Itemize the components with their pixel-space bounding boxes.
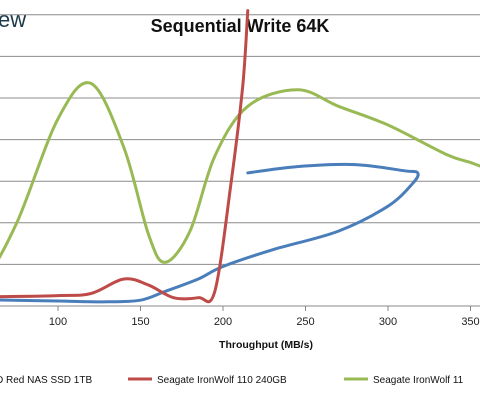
legend-entry-label: Seagate IronWolf 11 [373, 375, 464, 386]
x-tick-label: 300 [379, 316, 397, 328]
brand-logo-text: ew [0, 7, 26, 32]
x-tick-label: 150 [131, 316, 149, 328]
x-axis-ticks: 100 150 200 250 300 350 [49, 306, 480, 328]
series-line-1 [0, 162, 420, 304]
x-tick-label: 350 [461, 316, 479, 328]
x-axis-label: Throughput (MB/s) [219, 339, 313, 351]
x-tick-label: 250 [296, 316, 314, 328]
grid [0, 14, 480, 265]
series-line-2 [0, 9, 250, 304]
x-tick-label: 100 [49, 316, 67, 328]
legend: D Red NAS SSD 1TB Seagate IronWolf 110 24… [0, 375, 464, 386]
plot-area [0, 9, 480, 304]
series-line-3 [0, 81, 480, 264]
legend-entry-label: D Red NAS SSD 1TB [0, 375, 92, 386]
x-tick-label: 200 [214, 316, 232, 328]
chart-title: Sequential Write 64K [151, 16, 330, 36]
legend-entry-label: Seagate IronWolf 110 240GB [157, 375, 287, 386]
